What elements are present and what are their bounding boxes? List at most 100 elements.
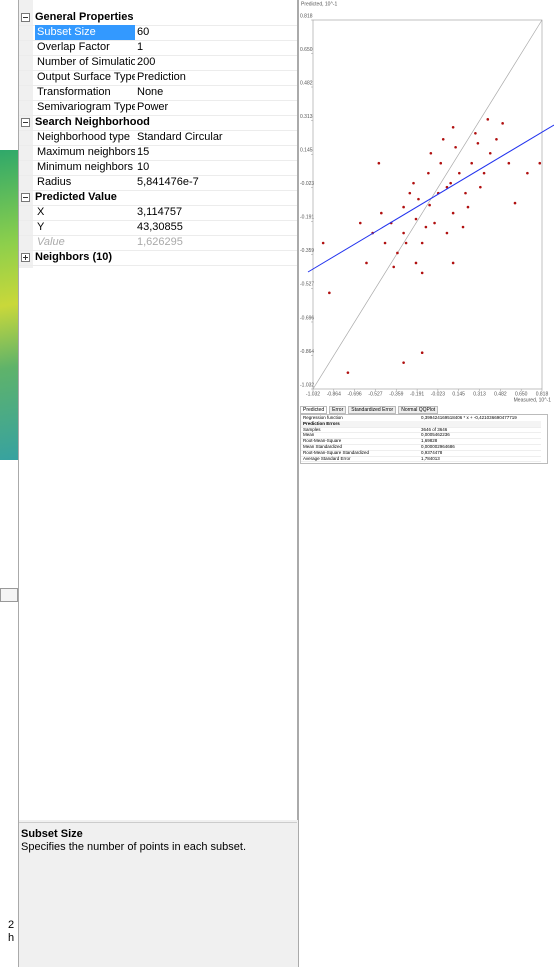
- y-tick-label: 0.650: [300, 47, 313, 53]
- property-name: Transformation: [35, 85, 135, 100]
- x-tick-label: 0.650: [515, 391, 528, 397]
- point: [483, 172, 486, 175]
- point: [467, 206, 470, 209]
- point: [526, 172, 529, 175]
- section-header[interactable]: Search Neighborhood: [19, 115, 297, 131]
- section-title: Search Neighborhood: [35, 115, 150, 130]
- point: [425, 226, 428, 229]
- expander[interactable]: [21, 253, 30, 262]
- property-value: 5,841476e-7: [137, 175, 199, 190]
- section-title: Neighbors (10): [35, 250, 112, 265]
- property-name: Semivariogram Type: [35, 100, 135, 115]
- x-tick-label: -0.864: [327, 391, 341, 397]
- y-tick-label: -0.191: [300, 215, 314, 221]
- point: [427, 172, 430, 175]
- property-name: Radius: [35, 175, 135, 190]
- property-value: 60: [137, 25, 149, 40]
- property-value: Standard Circular: [137, 130, 223, 145]
- point: [508, 162, 511, 165]
- point: [384, 242, 387, 245]
- property-name: Maximum neighbors: [35, 145, 135, 160]
- x-tick-label: 0.818: [536, 391, 549, 397]
- point: [470, 162, 473, 165]
- point: [421, 351, 424, 354]
- point: [452, 212, 455, 215]
- x-axis-title: Measured, 10^-1: [514, 397, 552, 403]
- section-title: Predicted Value: [35, 190, 117, 205]
- property-value: 1,626295: [137, 235, 183, 250]
- y-tick-label: -1.032: [300, 382, 314, 388]
- point: [380, 212, 383, 215]
- point: [464, 192, 467, 195]
- chart: Predicted, 10^-1 Measured, 10^-1 -1.032-…: [299, 0, 554, 405]
- point: [378, 162, 381, 165]
- point: [408, 192, 411, 195]
- point: [402, 232, 405, 235]
- point: [477, 142, 480, 145]
- expander[interactable]: [21, 193, 30, 202]
- point: [495, 138, 498, 141]
- point: [396, 252, 399, 255]
- y-tick-label: -0.023: [300, 181, 314, 187]
- expander[interactable]: [21, 118, 30, 127]
- expander[interactable]: [21, 13, 30, 22]
- point: [489, 152, 492, 155]
- x-tick-label: -1.032: [306, 391, 320, 397]
- stats-table: Regression function0,399424169518406 * x…: [300, 414, 548, 464]
- point: [474, 132, 477, 135]
- property-value: 43,30855: [137, 220, 183, 235]
- stats-label: Average Standard Error: [303, 456, 350, 462]
- point: [392, 266, 395, 269]
- y-tick-label: -0.359: [300, 248, 314, 254]
- property-value: 3,114757: [137, 205, 182, 220]
- x-tick-label: -0.696: [347, 391, 361, 397]
- point: [446, 232, 449, 235]
- y-tick-label: -0.696: [300, 315, 314, 321]
- point: [421, 242, 424, 245]
- point: [486, 118, 489, 121]
- property-grid: General PropertiesSubset Size60Overlap F…: [19, 0, 298, 820]
- property-name: Output Surface Type: [35, 70, 135, 85]
- tab[interactable]: Predicted: [300, 406, 327, 414]
- section-header[interactable]: Neighbors (10): [19, 250, 297, 266]
- x-tick-label: 0.313: [473, 391, 486, 397]
- point: [538, 162, 541, 165]
- point: [514, 202, 517, 205]
- tab[interactable]: Standardized Error: [348, 406, 396, 414]
- description-title: Subset Size: [21, 828, 83, 840]
- property-value: None: [137, 85, 163, 100]
- point: [359, 222, 362, 225]
- tab[interactable]: Error: [329, 406, 346, 414]
- tab[interactable]: Normal QQPlot: [398, 406, 438, 414]
- section-header[interactable]: Predicted Value: [19, 190, 297, 206]
- point: [458, 172, 461, 175]
- property-value: 10: [137, 160, 149, 175]
- point: [412, 182, 415, 185]
- property-row[interactable]: Number of Simulations200: [19, 55, 297, 71]
- section-header[interactable]: General Properties: [19, 10, 297, 26]
- point: [328, 292, 331, 295]
- point: [428, 204, 431, 207]
- property-value: 1: [137, 40, 143, 55]
- property-name: Y: [35, 220, 135, 235]
- point: [442, 138, 445, 141]
- property-name: Number of Simulations: [35, 55, 135, 70]
- property-value: Power: [137, 100, 168, 115]
- point: [501, 122, 504, 125]
- point: [454, 146, 457, 149]
- point: [417, 198, 420, 201]
- control[interactable]: [0, 588, 18, 602]
